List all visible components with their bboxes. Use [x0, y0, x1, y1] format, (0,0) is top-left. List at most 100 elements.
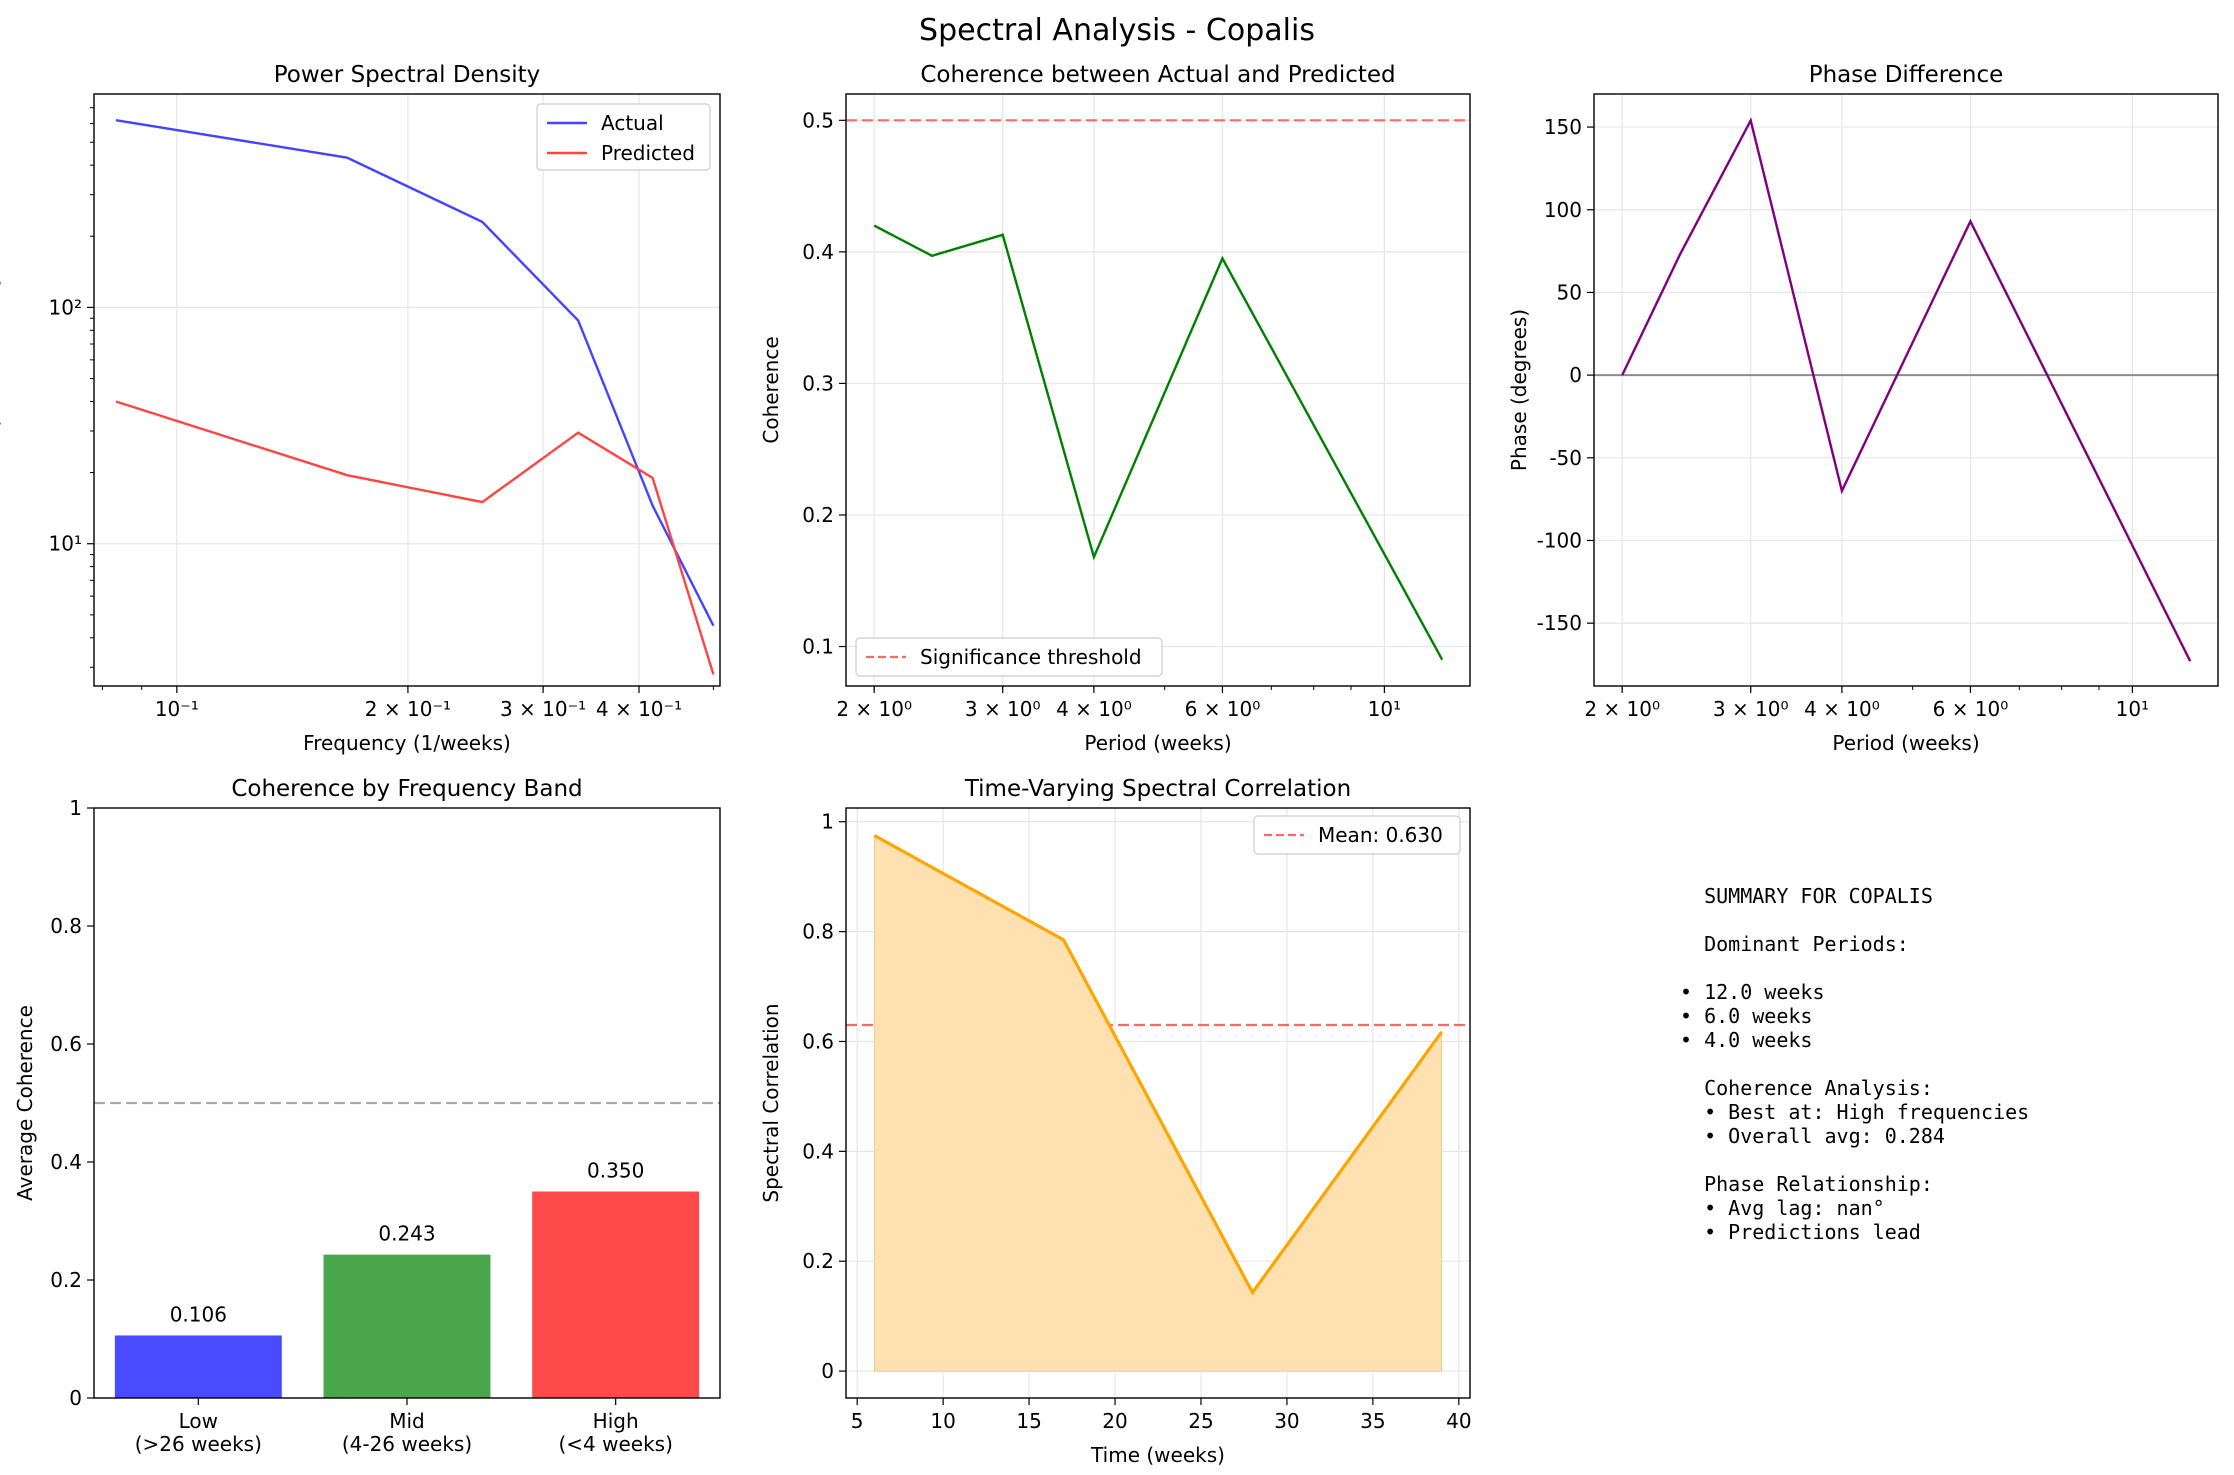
bar — [323, 1254, 491, 1398]
x-tick-label: 10 — [930, 1409, 955, 1433]
y-axis-label: Coherence — [759, 336, 783, 443]
bar-value-label: 0.106 — [170, 1302, 227, 1326]
y-tick-label: 0.4 — [802, 1139, 834, 1163]
summary-line: • 12.0 weeks — [1680, 980, 1825, 1004]
y-tick-label: -150 — [1537, 611, 1582, 635]
series-line — [873, 224, 1444, 661]
y-tick-label: 50 — [1557, 280, 1582, 304]
y-tick-label: 0.3 — [802, 371, 834, 395]
summary-line — [1680, 1148, 2180, 1172]
chart-panel-3: Phase Difference -150 -100 -50 0 50 100 150 2 × … — [1507, 62, 2219, 755]
y-axis-label: Average Coherence — [13, 1005, 37, 1201]
x-category-label: (>26 weeks) — [135, 1432, 262, 1456]
x-tick-label: 10⁻¹ — [155, 697, 199, 721]
y-tick-label: 150 — [1544, 115, 1582, 139]
summary-line: Dominant Periods: — [1680, 932, 1909, 956]
x-tick-label: 40 — [1446, 1409, 1471, 1433]
series-line — [115, 119, 715, 627]
y-tick-label: 0.5 — [802, 108, 834, 132]
chart-title: Coherence by Frequency Band — [231, 776, 582, 802]
y-tick-label: 1 — [69, 796, 82, 820]
x-tick-label: 10¹ — [1368, 697, 1401, 721]
x-tick-label: 6 × 10⁰ — [1933, 697, 2009, 721]
summary-line: • Predictions lead — [1680, 1220, 1921, 1244]
y-tick-label: 0.2 — [802, 503, 834, 527]
y-tick-label: 1 — [821, 810, 834, 834]
legend-label: Significance threshold — [920, 645, 1142, 669]
axes-frame — [845, 93, 1471, 687]
x-axis-label: Period (weeks) — [1832, 731, 1979, 755]
x-tick-label: 35 — [1360, 1409, 1385, 1433]
chart-title: Phase Difference — [1809, 62, 2004, 88]
series-line — [873, 834, 1443, 1296]
summary-line: • 4.0 weeks — [1680, 1028, 1813, 1052]
y-tick-label: 0 — [1569, 363, 1582, 387]
axes-frame — [93, 807, 721, 1399]
x-tick-label: 4 × 10⁻¹ — [596, 697, 682, 721]
x-category-label: High — [593, 1409, 639, 1433]
area-fill — [873, 834, 1443, 1372]
bar — [114, 1335, 282, 1398]
y-axis-label: Spectral Correlation — [759, 1003, 783, 1202]
x-category-label: (<4 weeks) — [558, 1432, 672, 1456]
summary-line: • Best at: High frequencies — [1680, 1100, 2030, 1124]
y-tick-label: 0.4 — [802, 240, 834, 264]
summary-line: Coherence Analysis: — [1680, 1076, 1933, 1100]
y-tick-label: 0.1 — [802, 635, 834, 659]
y-tick-label: 0.2 — [50, 1268, 82, 1292]
x-category-label: Mid — [389, 1409, 425, 1433]
legend-box — [1253, 815, 1461, 855]
y-tick-label: 10¹ — [49, 532, 82, 556]
summary-line — [1680, 956, 2180, 980]
summary-line: Phase Relationship: — [1680, 1172, 1933, 1196]
legend-label: Predicted — [601, 141, 695, 165]
x-category-label: Low — [179, 1409, 218, 1433]
bar — [532, 1191, 700, 1398]
figure-title: Spectral Analysis - Copalis — [919, 13, 1315, 48]
y-tick-label: 0.8 — [802, 920, 834, 944]
summary-line: • 6.0 weeks — [1680, 1004, 1813, 1028]
summary-line — [1680, 908, 2180, 932]
bar-value-label: 0.350 — [587, 1159, 644, 1183]
y-tick-label: 0.4 — [50, 1150, 82, 1174]
x-tick-label: 3 × 10⁰ — [965, 697, 1041, 721]
summary-text: SUMMARY FOR COPALIS Dominant Periods: • 1… — [1680, 884, 2180, 1244]
x-axis-label: Period (weeks) — [1084, 731, 1231, 755]
y-tick-label: 0.6 — [802, 1029, 834, 1053]
chart-panel-5: Time-Varying Spectral Correlation 0 0.2 0.4… — [759, 776, 1472, 1467]
axes-frame — [845, 807, 1471, 1399]
y-tick-label: -100 — [1537, 528, 1582, 552]
y-tick-label: 0 — [69, 1386, 82, 1410]
legend-box — [855, 637, 1163, 677]
y-tick-label: -50 — [1549, 446, 1582, 470]
x-tick-label: 15 — [1016, 1409, 1041, 1433]
axes-frame — [93, 93, 721, 687]
x-tick-label: 25 — [1188, 1409, 1213, 1433]
x-tick-label: 3 × 10⁰ — [1713, 697, 1789, 721]
x-category-label: (4-26 weeks) — [342, 1432, 472, 1456]
series-line — [115, 400, 715, 675]
y-tick-label: 0.6 — [50, 1032, 82, 1056]
summary-line: SUMMARY FOR COPALIS — [1680, 884, 1933, 908]
series-line — [1621, 117, 2192, 662]
axes-frame — [1593, 93, 2219, 687]
summary-line — [1680, 1052, 2180, 1076]
x-tick-label: 2 × 10⁰ — [1584, 697, 1660, 721]
chart-title: Time-Varying Spectral Correlation — [964, 776, 1351, 802]
x-tick-label: 2 × 10⁻¹ — [365, 697, 451, 721]
x-tick-label: 2 × 10⁰ — [836, 697, 912, 721]
chart-title: Power Spectral Density — [274, 62, 541, 88]
y-axis-label: Power Spectral Density — [0, 274, 1, 506]
chart-panel-2: Coherence between Actual and Predicted 0.… — [759, 62, 1471, 755]
chart-title: Coherence between Actual and Predicted — [920, 62, 1395, 88]
bar-value-label: 0.243 — [378, 1222, 435, 1246]
x-tick-label: 4 × 10⁰ — [1056, 697, 1132, 721]
x-tick-label: 20 — [1102, 1409, 1127, 1433]
x-tick-label: 4 × 10⁰ — [1804, 697, 1880, 721]
x-axis-label: Frequency (1/weeks) — [303, 731, 511, 755]
y-tick-label: 0 — [821, 1359, 834, 1383]
summary-line: • Overall avg: 0.284 — [1680, 1124, 1945, 1148]
x-tick-label: 3 × 10⁻¹ — [500, 697, 586, 721]
y-tick-label: 0.2 — [802, 1249, 834, 1273]
